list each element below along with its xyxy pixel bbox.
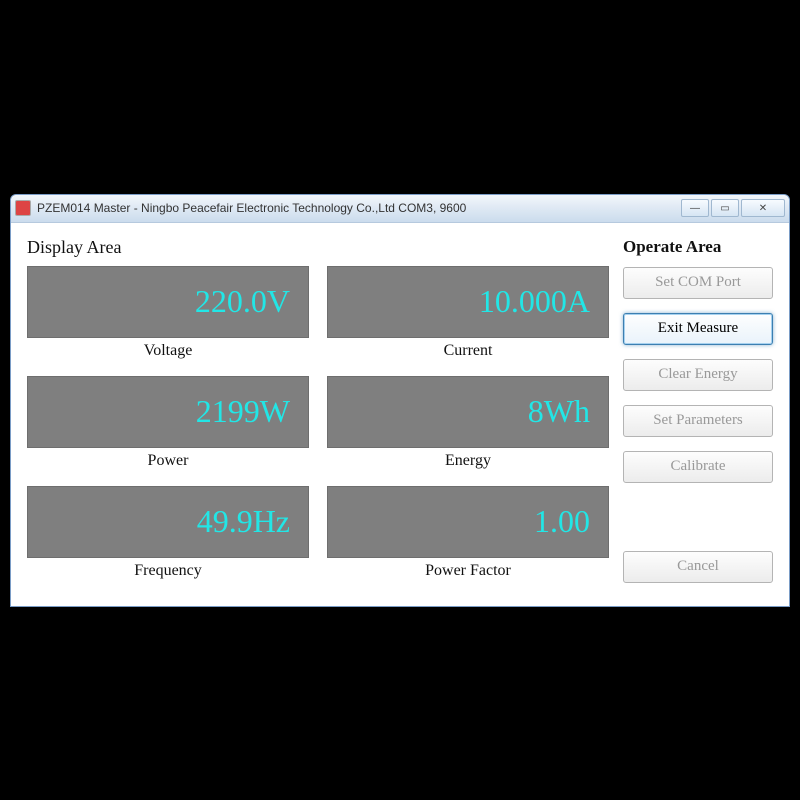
energy-display: 8Wh: [327, 376, 609, 448]
frequency-value: 49.9Hz: [197, 503, 290, 540]
current-value: 10.000A: [479, 283, 590, 320]
content-area: Display Area 220.0V Voltage 10.000A Curr…: [11, 223, 789, 606]
frequency-display: 49.9Hz: [27, 486, 309, 558]
set-parameters-button[interactable]: Set Parameters: [623, 405, 773, 437]
calibrate-button[interactable]: Calibrate: [623, 451, 773, 483]
clear-energy-button[interactable]: Clear Energy: [623, 359, 773, 391]
operate-buttons: Set COM Port Exit Measure Clear Energy S…: [623, 267, 773, 583]
titlebar[interactable]: PZEM014 Master - Ningbo Peacefair Electr…: [11, 195, 789, 223]
voltage-display: 220.0V: [27, 266, 309, 338]
close-button[interactable]: ✕: [741, 199, 785, 217]
measurement-grid: 220.0V Voltage 10.000A Current 2199W Pow…: [27, 266, 609, 588]
display-area: Display Area 220.0V Voltage 10.000A Curr…: [27, 237, 609, 588]
power-value: 2199W: [196, 393, 290, 430]
frequency-panel: 49.9Hz Frequency: [27, 486, 309, 588]
current-panel: 10.000A Current: [327, 266, 609, 368]
power-label: Power: [27, 452, 309, 470]
button-spacer: [623, 497, 773, 537]
frequency-label: Frequency: [27, 562, 309, 580]
operate-area-title: Operate Area: [623, 237, 773, 257]
energy-label: Energy: [327, 452, 609, 470]
voltage-label: Voltage: [27, 342, 309, 360]
display-area-title: Display Area: [27, 237, 609, 258]
cancel-button[interactable]: Cancel: [623, 551, 773, 583]
current-display: 10.000A: [327, 266, 609, 338]
exit-measure-button[interactable]: Exit Measure: [623, 313, 773, 345]
power-factor-value: 1.00: [534, 503, 590, 540]
energy-value: 8Wh: [528, 393, 590, 430]
maximize-button[interactable]: ▭: [711, 199, 739, 217]
minimize-button[interactable]: —: [681, 199, 709, 217]
power-factor-label: Power Factor: [327, 562, 609, 580]
app-icon: [15, 200, 31, 216]
voltage-value: 220.0V: [195, 283, 290, 320]
current-label: Current: [327, 342, 609, 360]
app-window: PZEM014 Master - Ningbo Peacefair Electr…: [10, 194, 790, 607]
window-title: PZEM014 Master - Ningbo Peacefair Electr…: [37, 201, 681, 215]
energy-panel: 8Wh Energy: [327, 376, 609, 478]
power-panel: 2199W Power: [27, 376, 309, 478]
voltage-panel: 220.0V Voltage: [27, 266, 309, 368]
operate-area: Operate Area Set COM Port Exit Measure C…: [623, 237, 773, 588]
set-com-port-button[interactable]: Set COM Port: [623, 267, 773, 299]
window-controls: — ▭ ✕: [681, 199, 785, 217]
power-factor-panel: 1.00 Power Factor: [327, 486, 609, 588]
power-factor-display: 1.00: [327, 486, 609, 558]
power-display: 2199W: [27, 376, 309, 448]
